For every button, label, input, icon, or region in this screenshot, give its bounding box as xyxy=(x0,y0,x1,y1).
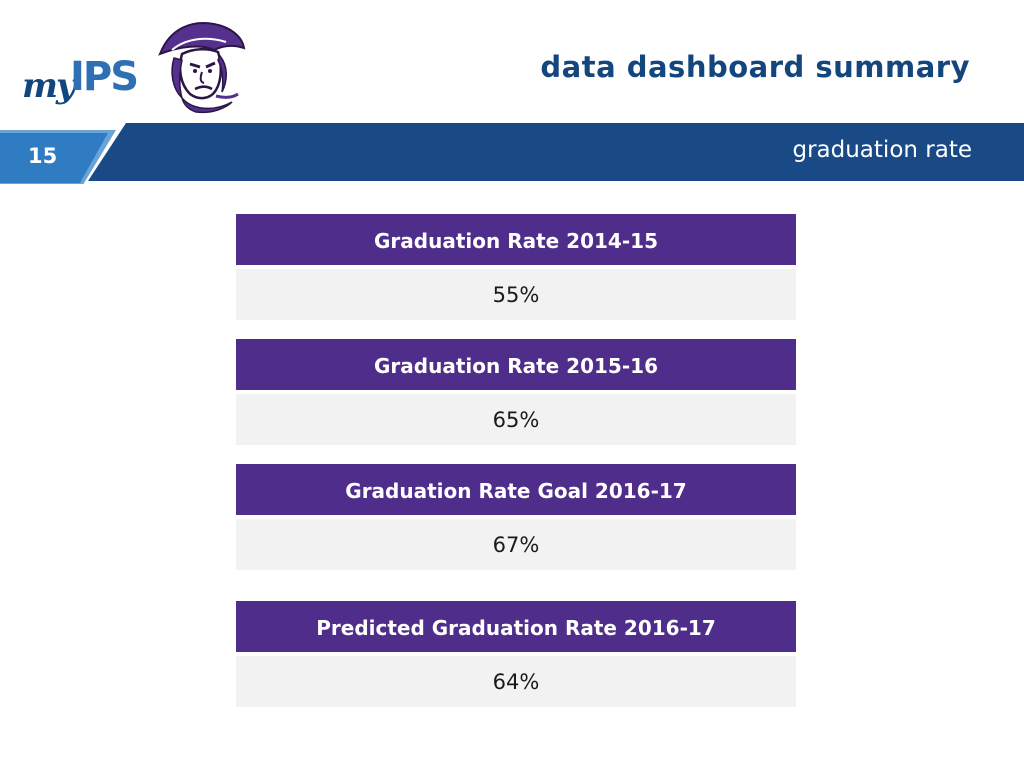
section-subtitle: graduation rate xyxy=(792,137,972,163)
section-band xyxy=(88,123,1024,181)
metric-value: 67% xyxy=(236,519,796,570)
metric-card: Graduation Rate 2014-15 55% xyxy=(236,214,796,320)
metric-label: Graduation Rate 2014-15 xyxy=(236,214,796,265)
myips-logo: my IPS xyxy=(20,14,250,114)
patriot-mascot-icon xyxy=(158,22,246,114)
metric-card: Graduation Rate 2015-16 65% xyxy=(236,339,796,445)
page-title: data dashboard summary xyxy=(540,50,970,84)
logo-ips-text: IPS xyxy=(70,54,139,100)
metric-value: 65% xyxy=(236,394,796,445)
metric-label: Graduation Rate Goal 2016-17 xyxy=(236,464,796,515)
metric-value: 64% xyxy=(236,656,796,707)
slide-number: 15 xyxy=(28,144,58,168)
logo-my-text: my xyxy=(22,66,76,106)
metric-label: Graduation Rate 2015-16 xyxy=(236,339,796,390)
metric-value: 55% xyxy=(236,269,796,320)
logo-wordmark: my IPS xyxy=(20,54,150,114)
metric-card: Graduation Rate Goal 2016-17 67% xyxy=(236,464,796,570)
metric-label: Predicted Graduation Rate 2016-17 xyxy=(236,601,796,652)
metric-card: Predicted Graduation Rate 2016-17 64% xyxy=(236,601,796,707)
